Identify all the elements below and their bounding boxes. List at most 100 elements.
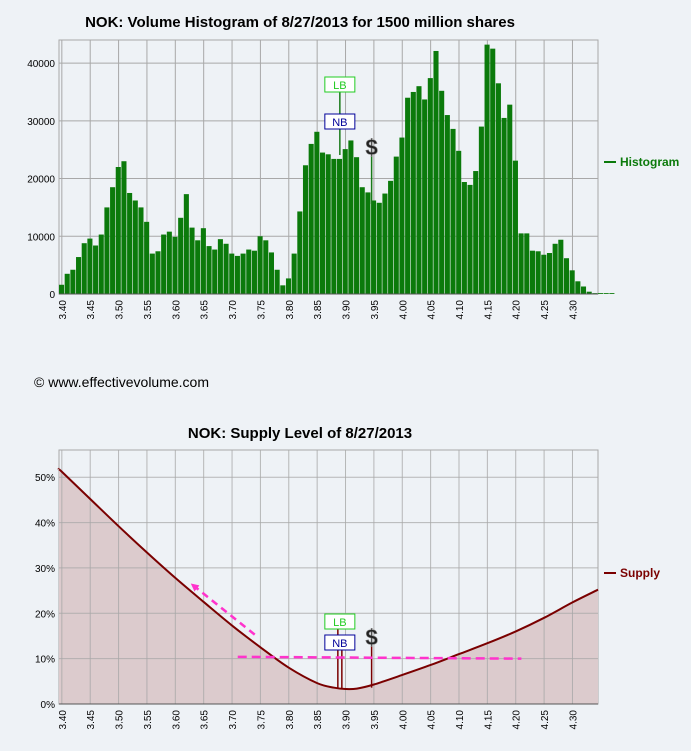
histogram-x-tick-label: 4.30 (568, 300, 579, 320)
histogram-bar (229, 253, 235, 294)
histogram-bar (416, 86, 422, 294)
histogram-bar (110, 187, 116, 294)
supply-nb-label: NB (332, 638, 347, 650)
histogram-bar (359, 187, 365, 294)
supply-y-tick-label: 40% (35, 519, 55, 530)
supply-x-tick-label: 3.85 (313, 710, 324, 730)
histogram-bar (541, 254, 547, 294)
supply-nb-box (324, 634, 356, 651)
histogram-bar (166, 231, 172, 294)
histogram-x-tick-label: 3.40 (58, 300, 69, 320)
histogram-bar (535, 251, 541, 294)
histogram-bar (371, 200, 377, 294)
histogram-x-tick-label: 4.25 (540, 300, 551, 320)
histogram-bar (598, 293, 604, 294)
histogram-bar (388, 180, 394, 294)
histogram-bar (456, 150, 462, 294)
histogram-bar (354, 157, 360, 294)
histogram-bar (70, 269, 76, 294)
histogram-bar (212, 249, 218, 294)
supply-x-tick-label: 4.05 (427, 710, 438, 730)
supply-x-tick-label: 4.00 (398, 710, 409, 730)
histogram-bar (314, 131, 320, 294)
histogram-bar (331, 158, 337, 294)
histogram-bar (76, 257, 82, 294)
histogram-bar (580, 286, 587, 294)
histogram-x-tick-label: 3.90 (342, 300, 353, 320)
histogram-x-tick-label: 4.10 (455, 300, 466, 320)
histogram-bar (285, 278, 292, 294)
histogram-x-tick-label: 3.55 (143, 300, 154, 320)
histogram-dollar-sign: $ (365, 135, 377, 160)
histogram-bar (138, 207, 144, 294)
histogram-x-tick-label: 4.15 (483, 300, 494, 320)
histogram-bar (104, 207, 110, 294)
supply-axes: 3.40 3.45 3.50 3.55 3.60 3.65 3.70 3.75 3.80 3.85… (35, 473, 598, 729)
histogram-bar (132, 200, 138, 294)
histogram-bar (512, 160, 518, 294)
supply-x-tick-label: 3.55 (143, 710, 154, 730)
histogram-bar (155, 251, 161, 294)
supply-x-tick-label: 3.40 (58, 710, 69, 730)
copyright-text: © www.effectivevolume.com (34, 374, 209, 390)
histogram-y-tick-label: 40000 (27, 59, 55, 70)
histogram-bar (127, 192, 133, 294)
histogram-bar (149, 253, 155, 294)
supply-x-tick-label: 3.45 (86, 710, 97, 730)
supply-y-tick-label: 20% (35, 609, 55, 620)
histogram-bar (518, 233, 524, 294)
histogram-bar (467, 184, 473, 294)
histogram-bar (507, 104, 513, 295)
supply-level-chart: NOK: Supply Level of 8/27/2013 LB NB $ 3.4… (35, 425, 660, 729)
histogram-x-tick-label: 3.85 (313, 300, 324, 320)
histogram-bar (586, 291, 592, 294)
supply-dollar-sign: $ (365, 625, 377, 650)
histogram-y-tick-label: 10000 (27, 232, 55, 243)
histogram-bar (427, 78, 433, 294)
supply-x-tick-label: 4.30 (568, 710, 579, 730)
histogram-bars (59, 44, 615, 295)
histogram-bar (319, 152, 326, 294)
histogram-bar (240, 253, 246, 294)
histogram-bar (524, 233, 530, 294)
histogram-x-tick-label: 4.20 (512, 300, 523, 320)
histogram-bar (308, 143, 314, 294)
supply-legend[interactable]: Supply (604, 566, 660, 580)
histogram-bar (93, 245, 99, 294)
supply-x-tick-label: 3.65 (200, 710, 211, 730)
histogram-bar (200, 228, 206, 294)
histogram-nb-box (324, 113, 356, 130)
histogram-bar (246, 249, 252, 294)
histogram-bar (268, 252, 274, 294)
histogram-bar (348, 140, 354, 294)
supply-lb-box (324, 613, 356, 630)
histogram-y-tick-label: 20000 (27, 175, 55, 186)
supply-x-tick-label: 3.75 (256, 710, 267, 730)
supply-line (57, 467, 599, 691)
histogram-bar (461, 182, 467, 294)
histogram-axes: 3.40 3.45 3.50 3.55 3.60 3.65 3.70 3.75 3.80 3.85… (27, 59, 598, 319)
histogram-bar (529, 250, 535, 294)
histogram-y-tick-label: 0 (49, 290, 55, 301)
supply-title: NOK: Supply Level of 8/27/2013 (188, 425, 412, 442)
histogram-bar (325, 154, 331, 294)
histogram-bar (195, 240, 201, 294)
supply-x-tick-label: 4.15 (483, 710, 494, 730)
histogram-legend[interactable]: Histogram (604, 155, 679, 169)
supply-y-tick-label: 50% (35, 473, 55, 484)
histogram-bar (274, 269, 280, 294)
histogram-bar (552, 243, 558, 294)
histogram-x-tick-label: 3.95 (370, 300, 381, 320)
supply-x-tick-label: 3.60 (171, 710, 182, 730)
histogram-bar (478, 126, 484, 294)
supply-markers: LB NB $ (324, 613, 378, 689)
histogram-bar (144, 221, 150, 294)
histogram-y-tick-label: 30000 (27, 117, 55, 128)
histogram-bar (64, 273, 70, 294)
histogram-x-tick-label: 3.80 (285, 300, 296, 320)
histogram-x-tick-label: 3.45 (86, 300, 97, 320)
supply-y-tick-label: 30% (35, 564, 55, 575)
histogram-bar (484, 44, 490, 295)
histogram-bar (337, 158, 343, 294)
histogram-bar (558, 239, 564, 294)
